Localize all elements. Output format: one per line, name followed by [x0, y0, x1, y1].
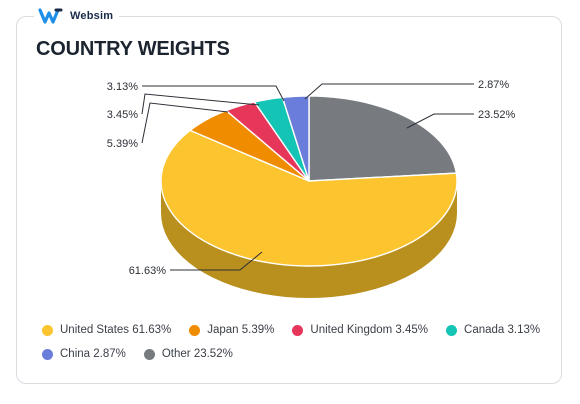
legend-item-united-states[interactable]: United States 61.63%	[42, 324, 171, 336]
data-label-united-states: 61.63%	[129, 265, 167, 277]
leader-line-japan	[141, 102, 229, 144]
leader-line-china	[304, 83, 474, 100]
legend-label-united-states: United States 61.63%	[60, 324, 172, 336]
legend-dot-other	[143, 348, 155, 360]
brand-badge: Websim	[34, 6, 120, 26]
legend-item-japan[interactable]: Japan 5.39%	[189, 324, 274, 336]
websim-w-logo-icon	[38, 8, 63, 24]
pie-top-group	[160, 95, 458, 267]
legend-dot-japan	[189, 324, 201, 336]
leader-line-united-kingdom	[141, 93, 260, 115]
data-label-canada: 3.13%	[107, 81, 138, 93]
pie-slice-united-kingdom	[225, 101, 310, 182]
data-label-china: 2.87%	[478, 79, 509, 91]
pie-slice-united-states	[160, 129, 458, 267]
data-label-japan: 5.39%	[107, 138, 138, 150]
legend-item-china[interactable]: China 2.87%	[42, 348, 126, 360]
legend-dot-united-kingdom	[292, 324, 304, 336]
legend-label-china: China 2.87%	[60, 348, 126, 360]
legend-label-canada: Canada 3.13%	[464, 324, 541, 336]
legend-label-japan: Japan 5.39%	[207, 324, 275, 336]
data-label-united-kingdom: 3.45%	[107, 109, 138, 121]
pie-side-group	[161, 181, 457, 298]
data-label-other: 23.52%	[478, 109, 516, 121]
legend-label-other: Other 23.52%	[161, 348, 233, 360]
data-labels: 61.63% 5.39% 3.45% 3.13% 2.87% 23.52%	[107, 79, 516, 277]
legend-dot-china	[42, 348, 53, 360]
legend-item-other[interactable]: Other 23.52%	[143, 348, 233, 360]
brand-name: Websim	[70, 10, 114, 22]
pie-slice-canada	[253, 96, 310, 182]
legend-label-united-kingdom: United Kingdom 3.45%	[310, 324, 429, 336]
legend-item-united-kingdom[interactable]: United Kingdom 3.45%	[292, 324, 428, 336]
chart-title: COUNTRY WEIGHTS	[36, 38, 230, 60]
legend-item-canada[interactable]: Canada 3.13%	[446, 324, 540, 336]
chart-legend: United States 61.63% Japan 5.39% United Ki…	[42, 324, 562, 360]
pie-slice-japan	[189, 109, 310, 182]
leader-line-canada	[142, 85, 285, 102]
pie-slice-china	[281, 95, 310, 182]
leader-line-other	[406, 113, 474, 129]
legend-dot-canada	[446, 324, 458, 336]
leader-line-united-states	[170, 251, 263, 271]
pie-slice-other	[308, 95, 458, 182]
legend-dot-united-states	[42, 324, 53, 336]
pie-side-united-states	[161, 181, 457, 298]
